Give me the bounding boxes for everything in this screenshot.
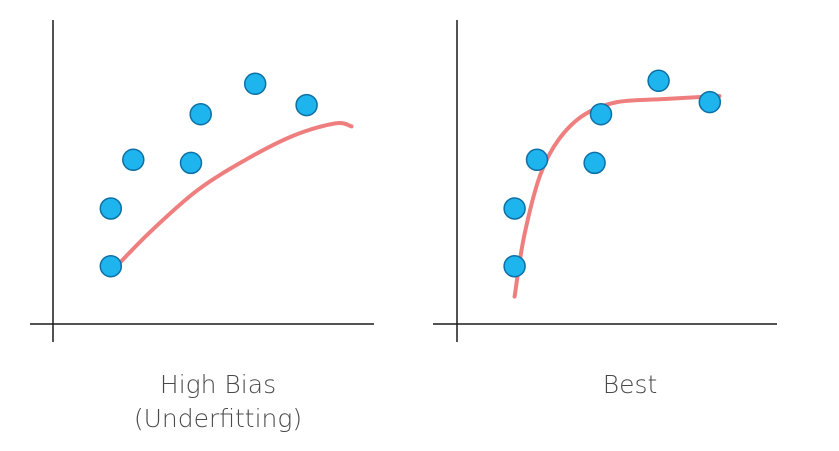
data-point <box>503 254 526 278</box>
caption-high-bias: High Bias (Underfitting) <box>88 368 348 436</box>
data-point <box>99 197 123 220</box>
data-point <box>525 148 549 172</box>
fit-curve <box>108 121 354 275</box>
data-point <box>589 102 613 126</box>
chart-high-bias <box>30 20 374 342</box>
data-point <box>647 69 670 93</box>
caption-line-1: Best <box>602 370 658 399</box>
data-point <box>295 93 318 117</box>
data-point <box>99 254 123 278</box>
data-point <box>503 197 526 220</box>
caption-line-2: (Underfitting) <box>133 404 303 433</box>
chart-best <box>433 20 777 342</box>
caption-line-1: High Bias <box>159 370 277 399</box>
data-point <box>189 102 212 126</box>
data-point <box>122 148 145 172</box>
caption-best: Best <box>500 368 760 402</box>
data-point <box>698 90 722 114</box>
fit-curve <box>512 94 722 299</box>
data-point <box>583 151 606 175</box>
data-point <box>179 151 203 175</box>
data-point <box>243 72 267 96</box>
